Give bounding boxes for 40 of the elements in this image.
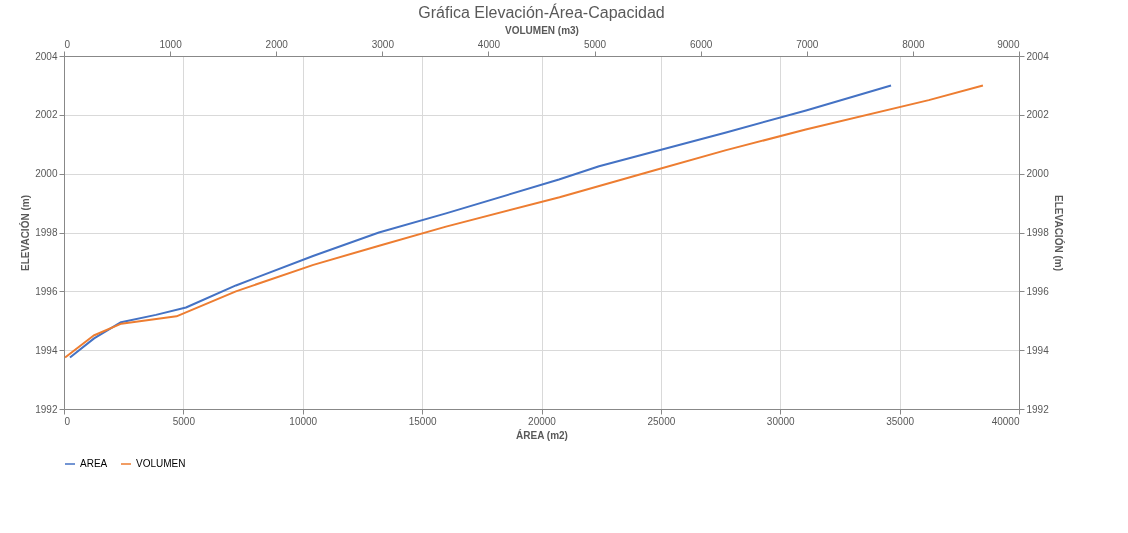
x2-tick-label: 7000 <box>796 38 819 50</box>
x-tick-label: 15000 <box>408 415 437 427</box>
y2-tick-label: 1998 <box>1026 227 1050 238</box>
y-axis-title: ELEVACIÓN (m) <box>19 195 32 271</box>
x2-tick-label: 8000 <box>902 38 925 50</box>
y2-tick-label: 1992 <box>1026 403 1050 415</box>
x-tick-label: 25000 <box>647 415 676 427</box>
y-tick-label: 2002 <box>35 109 58 121</box>
y2-tick-label: 2000 <box>1026 168 1050 180</box>
x-tick-label: 30000 <box>766 415 796 427</box>
y2-tick-label: 1994 <box>1026 344 1050 356</box>
x2-tick-label: 2000 <box>265 38 289 50</box>
y-tick-label: 1998 <box>35 227 58 238</box>
y-tick-label: 1996 <box>35 285 58 297</box>
x2-tick-label: 1000 <box>159 38 183 50</box>
x-axis-title: ÁREA (m2) <box>516 428 568 441</box>
x2-axis-title: VOLUMEN (m3) <box>505 24 579 36</box>
x-tick-label: 5000 <box>172 415 196 427</box>
x2-tick-label: 3000 <box>371 38 395 50</box>
legend-label: AREA <box>80 458 108 469</box>
x2-tick-label: 5000 <box>583 38 607 50</box>
x-tick-label: 35000 <box>886 415 915 427</box>
x2-tick-label: 0 <box>64 38 71 50</box>
legend-label: VOLUMEN <box>136 458 186 469</box>
x-tick-label: 0 <box>64 415 71 427</box>
y-tick-label: 1992 <box>35 403 58 415</box>
y2-tick-label: 2004 <box>1026 50 1050 62</box>
x2-tick-label: 4000 <box>477 38 501 50</box>
x-tick-label: 10000 <box>289 415 318 427</box>
y2-axis-title: ELEVACIÓN (m) <box>1052 195 1065 271</box>
chart-title: Gráfica Elevación-Área-Capacidad <box>418 3 665 21</box>
x-tick-label: 40000 <box>991 415 1020 427</box>
y2-tick-label: 1996 <box>1026 285 1050 297</box>
y-tick-label: 2004 <box>35 50 58 62</box>
y-tick-label: 2000 <box>35 168 58 180</box>
x2-tick-label: 9000 <box>997 38 1020 50</box>
x2-tick-label: 6000 <box>690 38 713 50</box>
y-tick-label: 1994 <box>35 344 58 356</box>
x-tick-label: 20000 <box>528 415 557 427</box>
y2-tick-label: 2002 <box>1026 109 1050 121</box>
